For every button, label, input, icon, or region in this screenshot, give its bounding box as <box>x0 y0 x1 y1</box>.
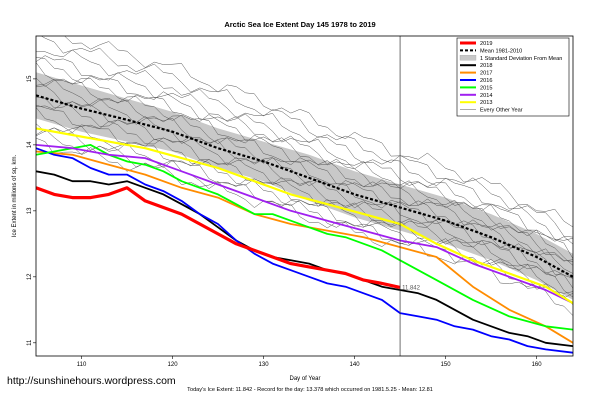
y-tick-label: 14 <box>27 141 33 148</box>
x-tick-label: 120 <box>168 362 179 368</box>
legend-label: 2015 <box>480 85 492 91</box>
x-tick-label: 110 <box>77 362 87 368</box>
series-line-2019 <box>36 186 401 289</box>
plot-area: 11.842 <box>36 36 573 356</box>
legend-label: Every Other Year <box>480 108 523 114</box>
legend-label: 2019 <box>480 41 492 47</box>
y-tick-label: 11 <box>27 339 33 346</box>
other-year-line <box>36 96 573 279</box>
chart-title: Arctic Sea Ice Extent Day 145 1978 to 20… <box>224 20 375 29</box>
other-year-line <box>36 55 573 245</box>
legend-label: Mean 1981-2010 <box>480 48 522 54</box>
legend-label: 2014 <box>480 93 492 99</box>
mean-line <box>36 94 573 278</box>
x-axis-label: Day of Year <box>289 376 320 382</box>
series-line-2016 <box>36 147 573 354</box>
legend-label: 2018 <box>480 63 492 69</box>
axes: 110 120 130 140 150 160 11 12 13 14 15 <box>27 75 542 368</box>
series-line-2013 <box>36 127 573 305</box>
legend-label: 1 Standard Deviation From Mean <box>480 56 562 62</box>
plot-frame <box>35 35 574 357</box>
x-tick-label: 160 <box>532 362 543 368</box>
series-line-2014 <box>36 144 573 305</box>
other-year-line <box>36 62 573 266</box>
other-year-line <box>36 77 573 262</box>
url-text[interactable]: http://sunshinehours.wordpress.com <box>7 375 176 387</box>
other-year-line <box>36 85 573 274</box>
legend-swatch <box>459 55 477 61</box>
other-year-line <box>36 78 573 262</box>
y-tick-label: 13 <box>27 207 33 214</box>
y-tick-label: 12 <box>27 273 33 280</box>
legend-label: 2013 <box>480 100 492 106</box>
x-tick-label: 150 <box>441 362 452 368</box>
x-tick-label: 130 <box>259 362 270 368</box>
other-year-line <box>40 36 573 238</box>
other-year-line <box>36 102 573 279</box>
other-year-line <box>36 49 573 241</box>
legend-label: 2016 <box>480 78 492 84</box>
other-year-line <box>36 57 573 259</box>
plot-clipped-group <box>36 36 573 354</box>
current-value-label: 11.842 <box>402 285 421 291</box>
legend-label: 2017 <box>480 71 492 77</box>
other-year-line <box>64 36 573 228</box>
x-tick-label: 140 <box>350 362 361 368</box>
y-tick-label: 15 <box>27 75 33 82</box>
series-line-2018 <box>36 170 573 347</box>
y-axis-label: Ice Extent in millions of sq. km. <box>12 154 18 237</box>
other-year-line <box>36 104 573 289</box>
std-dev-band <box>36 72 573 300</box>
footer-text: Today's Ice Extent: 11.842 - Record for … <box>187 387 433 393</box>
